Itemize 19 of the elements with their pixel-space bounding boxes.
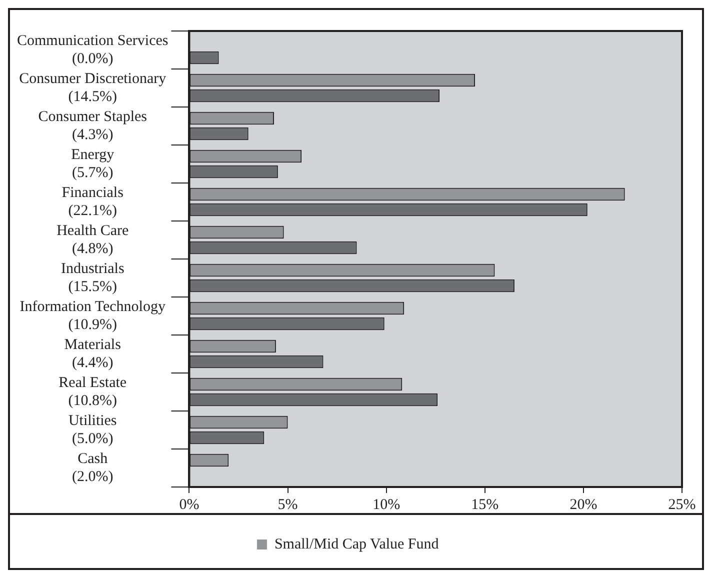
y-tick-label: Utilities (5.0%) <box>68 412 117 447</box>
y-tick-label: Cash (2.0%) <box>72 450 114 485</box>
x-tick-label: 25% <box>668 496 696 513</box>
y-tick-label: Health Care (4.8%) <box>56 222 129 257</box>
y-tick-label: Financials (22.1%) <box>62 184 124 219</box>
x-tick-label: 5% <box>278 496 298 513</box>
x-tick-label: 15% <box>471 496 499 513</box>
y-tick-label: Consumer Staples (4.3%) <box>38 108 148 143</box>
x-tick-label: 0% <box>179 496 200 513</box>
x-tick-label: 10% <box>372 496 400 513</box>
y-tick-label: Communication Services (0.0%) <box>16 32 168 67</box>
legend-label: Small/Mid Cap Value Fund <box>274 536 440 552</box>
y-tick-label: Energy (5.7%) <box>71 146 115 181</box>
y-tick-label: Information Technology (10.9%) <box>20 298 166 333</box>
y-tick-label: Materials (4.4%) <box>64 336 122 371</box>
y-tick-label: Consumer Discretionary (14.5%) <box>19 70 167 105</box>
y-tick-label: Real Estate (10.8%) <box>58 374 127 409</box>
x-tick-label: 20% <box>570 496 598 513</box>
y-tick-label: Industrials (15.5%) <box>60 260 124 295</box>
